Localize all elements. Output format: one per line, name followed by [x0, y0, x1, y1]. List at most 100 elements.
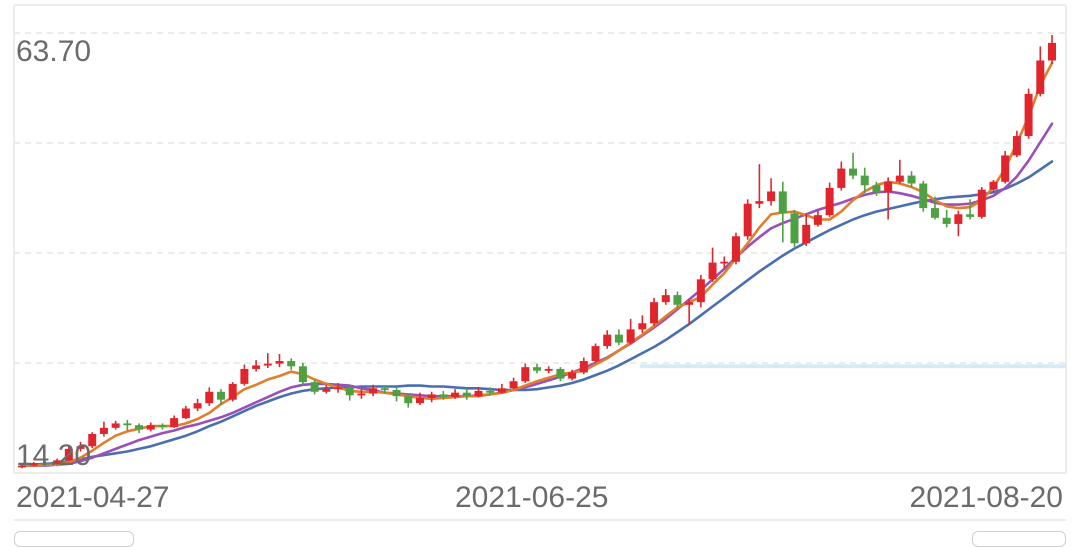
candle-body: [146, 425, 155, 430]
candle: [123, 419, 132, 431]
candle: [298, 362, 307, 385]
candle: [533, 363, 541, 374]
candle-body: [802, 224, 811, 244]
candle-body: [966, 214, 975, 217]
y-max-label: 63.70: [16, 35, 92, 68]
candle-body: [263, 363, 272, 366]
candle: [614, 329, 623, 346]
candle: [673, 291, 682, 309]
candle-body: [778, 191, 787, 214]
candle: [696, 274, 705, 308]
candle-body: [392, 390, 401, 397]
candle: [884, 177, 893, 220]
candle: [497, 383, 506, 394]
candle-body: [427, 394, 436, 398]
candle: [708, 247, 717, 282]
candle-body: [521, 367, 530, 382]
candle-body: [849, 168, 858, 176]
candle: [462, 388, 471, 400]
candle-body: [731, 236, 740, 262]
candle: [404, 393, 413, 408]
candle: [755, 164, 764, 209]
bottom-tab-left[interactable]: [14, 531, 134, 547]
candle-body: [813, 215, 822, 225]
candle-body: [673, 295, 682, 305]
candle-body: [638, 323, 647, 330]
candle-body: [181, 408, 190, 419]
candle-body: [404, 396, 413, 404]
candle-body: [696, 279, 705, 303]
candle-body: [614, 334, 623, 343]
candle-body: [462, 392, 471, 397]
candle-body: [369, 388, 378, 394]
candle-body: [451, 392, 460, 398]
candle: [18, 464, 26, 469]
candle: [474, 387, 483, 398]
candle: [64, 445, 73, 462]
candle-body: [661, 295, 670, 303]
candle-body: [825, 187, 834, 216]
candle: [872, 181, 881, 196]
candle-body: [860, 175, 869, 186]
candle-body: [275, 361, 284, 364]
candle-body: [170, 418, 179, 427]
candle-body: [287, 361, 296, 367]
candle-body: [977, 189, 986, 217]
candle: [193, 398, 202, 412]
candle-body: [88, 433, 97, 447]
candle-body: [895, 175, 904, 182]
candle: [860, 167, 869, 194]
candle: [146, 422, 155, 432]
candle: [813, 210, 822, 227]
candle: [837, 161, 846, 191]
candle-body: [123, 423, 132, 426]
candle-body: [872, 185, 881, 193]
candle: [989, 180, 998, 193]
candle: [942, 209, 951, 228]
candle-body: [1036, 60, 1045, 94]
candle-body: [334, 387, 343, 390]
candle-body: [345, 387, 354, 396]
candle-body: [205, 391, 214, 404]
candle: [53, 458, 62, 465]
candle: [357, 389, 366, 399]
candle-body: [579, 361, 588, 373]
x-tick-label-middle: 2021-06-25: [455, 481, 609, 514]
candle: [228, 382, 237, 402]
candle: [380, 386, 389, 394]
candle: [720, 256, 729, 268]
bottom-tab-right[interactable]: [972, 531, 1066, 547]
candle: [322, 384, 331, 394]
candle: [135, 423, 144, 434]
candle: [790, 209, 799, 247]
candle: [170, 415, 179, 428]
candle-body: [53, 460, 62, 464]
candle: [334, 383, 343, 393]
candles: [18, 35, 1056, 469]
candle-body: [76, 446, 85, 449]
candle: [556, 367, 565, 382]
candle: [486, 387, 495, 396]
candle-body: [415, 397, 424, 404]
candle-body: [919, 183, 928, 209]
candle: [603, 330, 612, 349]
candle: [849, 152, 858, 180]
candle-body: [486, 390, 495, 393]
candle: [650, 297, 659, 326]
candle: [275, 354, 284, 368]
candle: [1048, 35, 1056, 64]
candle-body: [650, 302, 659, 324]
candle-body: [439, 394, 448, 398]
x-tick-label-start: 2021-04-27: [16, 481, 170, 514]
candle: [1024, 88, 1033, 139]
candle-body: [322, 389, 331, 392]
candle: [802, 213, 811, 246]
candle-body: [240, 368, 249, 384]
candle: [685, 299, 694, 325]
candle: [579, 357, 588, 375]
candle-body: [556, 368, 565, 379]
candle-body: [591, 346, 600, 362]
candle: [29, 462, 38, 467]
candle-body: [1048, 42, 1056, 61]
candle: [1001, 151, 1010, 184]
